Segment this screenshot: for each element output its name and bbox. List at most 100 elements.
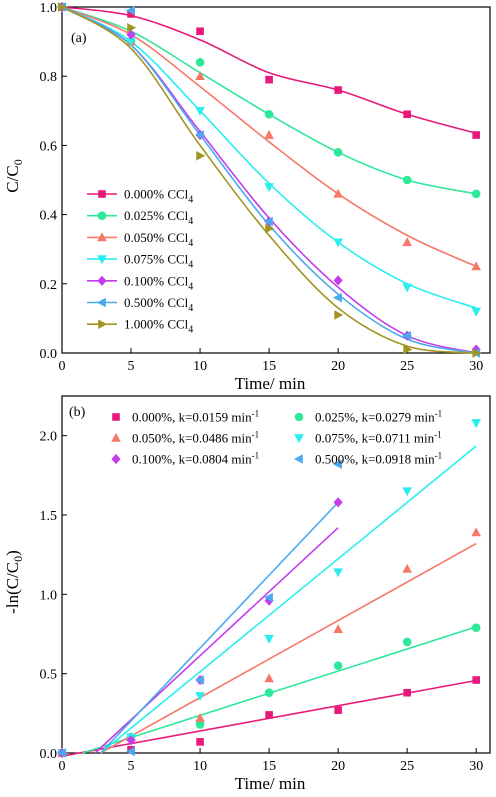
panel-b-legend-marker-0-500-k-0-0918-min bbox=[293, 454, 303, 464]
panel-a-point-0-100-ccl4-1 bbox=[126, 29, 136, 40]
panel-b-legend-marker-0-025-k-0-0279-min bbox=[294, 412, 304, 422]
panel-a-point-0-000-ccl4-1 bbox=[127, 10, 135, 18]
panel-b-point-0-050-k-0-0486-min-6 bbox=[471, 527, 481, 537]
panel-b-point-0-050-k-0-0486-min-2 bbox=[195, 712, 205, 722]
panel-b-y-axis-title-sub: 0 bbox=[11, 556, 25, 562]
panel-a-point-0-500-ccl4-1 bbox=[125, 5, 135, 16]
panel-a-legend-label-0-100-ccl4: 0.100% CCl4 bbox=[124, 273, 193, 292]
panel-a-x-tick-label-3: 15 bbox=[262, 359, 276, 374]
panel-b-point-0-500-k-0-0918-min-0 bbox=[56, 748, 66, 758]
panel-b-label: (b) bbox=[69, 405, 86, 420]
panel-a-point-1-000-ccl4-1 bbox=[127, 22, 137, 33]
panel-b-legend-label-0-025-k-0-0279-min: 0.025%, k=0.0279 min-1 bbox=[315, 409, 442, 425]
panel-a-y-tick-label-1: 0.2 bbox=[40, 278, 58, 293]
panel-a-point-0-100-ccl4-4 bbox=[333, 275, 343, 286]
panel-a-x-tick-label-4: 20 bbox=[331, 359, 345, 374]
panel-a-point-0-025-ccl4-4 bbox=[333, 148, 343, 157]
panel-b-x-tick-label-2: 10 bbox=[193, 759, 207, 774]
panel-b-point-0-100-k-0-0804-min-4 bbox=[333, 497, 343, 508]
panel-b-legend-label-0-075-k-0-0711-min: 0.075%, k=0.0711 min-1 bbox=[315, 430, 442, 446]
panel-b-x-tick-label-6: 30 bbox=[469, 759, 483, 774]
panel-b-legend-label-0-000-k-0-0159-min: 0.000%, k=0.0159 min-1 bbox=[132, 409, 259, 425]
panel-b-point-0-100-k-0-0804-min-1 bbox=[126, 735, 136, 746]
panel-a-point-0-075-ccl4-3 bbox=[264, 183, 274, 193]
panel-a-point-1-000-ccl4-3 bbox=[265, 223, 275, 234]
panel-b-legend-marker-0-000-k-0-0159-min bbox=[112, 413, 120, 421]
panel-b-legend: 0.000%, k=0.0159 min-1 0.025%, k=0.0279 m… bbox=[111, 409, 442, 467]
panel-b-legend-label-0-500-k-0-0918-min: 0.500%, k=0.0918 min-1 bbox=[315, 451, 442, 467]
panel-a-point-0-025-ccl4-6 bbox=[471, 189, 481, 199]
panel-b-point-0-025-k-0-0279-min-3 bbox=[264, 688, 274, 698]
panel-a-point-0-025-ccl4-3 bbox=[264, 109, 274, 119]
panel-a-point-1-000-ccl4-4 bbox=[334, 310, 344, 320]
panel-b-x-tick-label-1: 5 bbox=[128, 759, 135, 774]
panel-b-fit-lines bbox=[61, 445, 477, 757]
panel-b-point-0-000-k-0-0159-min-2 bbox=[196, 738, 204, 746]
panel-a-point-0-075-ccl4-4 bbox=[333, 238, 343, 248]
panel-b-point-0-075-k-0-0711-min-6 bbox=[471, 419, 481, 429]
panel-b-point-0-025-k-0-0279-min-6 bbox=[471, 623, 481, 632]
panel-b-legend-label-0-100-k-0-0804-min: 0.100%, k=0.0804 min-1 bbox=[132, 451, 259, 467]
panel-a-point-0-050-ccl4-5 bbox=[402, 237, 412, 247]
panel-a-point-0-050-ccl4-3 bbox=[264, 129, 274, 139]
panel-a-point-0-075-ccl4-2 bbox=[195, 107, 205, 116]
panel-b-fit-line-0-050-k-0-0486-min bbox=[100, 542, 477, 754]
panel-a-point-0-025-ccl4-2 bbox=[195, 58, 205, 67]
panel-b-y-tick-label-4: 2.0 bbox=[40, 430, 58, 445]
panel-b-point-0-075-k-0-0711-min-4 bbox=[333, 568, 343, 578]
panel-a-legend-marker-0-050-ccl4 bbox=[97, 232, 107, 242]
panel-a-data-points bbox=[56, 1, 482, 358]
panel-b-x-tick-label-0: 0 bbox=[59, 759, 66, 774]
panel-b-point-0-075-k-0-0711-min-5 bbox=[402, 487, 412, 497]
panel-b-x-tick-label-5: 25 bbox=[400, 759, 414, 774]
panel-a-point-0-050-ccl4-6 bbox=[471, 261, 481, 271]
panel-b: (b) Time/ min -ln(C/C0) 0 5 10 15 20 25 300.00… bbox=[3, 395, 491, 793]
panel-a-y-tick-label-3: 0.6 bbox=[40, 139, 58, 154]
panel-a-x-tick-label-6: 30 bbox=[469, 359, 483, 374]
panel-a-point-0-000-ccl4-5 bbox=[403, 110, 411, 119]
panel-a-legend-label-0-500-ccl4: 0.500% CCl4 bbox=[124, 295, 193, 314]
panel-a-x-axis-title: Time/ min bbox=[235, 374, 306, 393]
panel-b-y-tick-label-3: 1.5 bbox=[40, 509, 58, 524]
panel-a-point-0-500-ccl4-4 bbox=[333, 292, 342, 303]
panel-a-legend-marker-0-075-ccl4 bbox=[97, 255, 107, 265]
panel-b-ticks: 0 5 10 15 20 25 30 0.0 0.5 1.0 1.5 2.0 bbox=[40, 430, 484, 774]
panel-b-point-0-025-k-0-0279-min-2 bbox=[195, 720, 205, 729]
panel-a-point-0-000-ccl4-2 bbox=[196, 27, 204, 36]
panel-b-point-0-100-k-0-0804-min-3 bbox=[264, 595, 274, 606]
panel-a-legend: 0.000% CCl4 0.025% CCl4 0.050% CCl4 0.075% … bbox=[87, 187, 193, 336]
panel-a-point-0-075-ccl4-6 bbox=[471, 307, 481, 317]
panel-b-point-0-050-k-0-0486-min-3 bbox=[264, 673, 274, 683]
panel-b-point-0-075-k-0-0711-min-3 bbox=[264, 634, 274, 644]
panel-a-y-tick-label-2: 0.4 bbox=[40, 209, 58, 224]
panel-a-legend-label-0-050-ccl4: 0.050% CCl4 bbox=[124, 230, 193, 249]
panel-a-point-1-000-ccl4-2 bbox=[196, 150, 206, 161]
panel-a-y-tick-label-4: 0.8 bbox=[40, 70, 58, 85]
panel-b-point-0-500-k-0-0918-min-4 bbox=[333, 459, 342, 470]
panel-a-ticks: 0 5 10 15 20 25 30 0.0 0.2 0.4 0.6 0.8 1.0 bbox=[40, 1, 484, 374]
panel-a-point-0-000-ccl4-4 bbox=[334, 86, 342, 94]
panel-a-point-0-000-ccl4-3 bbox=[265, 75, 273, 84]
panel-a-y-tick-label-5: 1.0 bbox=[40, 1, 58, 16]
panel-a-frame bbox=[61, 6, 491, 354]
panel-b-legend-label-0-050-k-0-0486-min: 0.050%, k=0.0486 min-1 bbox=[132, 430, 259, 446]
panel-a-legend-marker-0-100-ccl4 bbox=[97, 275, 107, 286]
panel-a-x-tick-label-2: 10 bbox=[193, 359, 207, 374]
panel-b-y-axis-title: -ln(C/C0) bbox=[3, 550, 25, 614]
panel-a-point-0-075-ccl4-1 bbox=[126, 37, 136, 47]
panel-b-y-tick-label-1: 0.5 bbox=[40, 668, 58, 683]
panel-a: (a) Time/ min C/C0 0 5 10 15 20 25 300.00.20.4… bbox=[3, 1, 491, 393]
panel-a-legend-marker-0-000-ccl4 bbox=[98, 190, 106, 198]
panel-a-legend-marker-0-025-ccl4 bbox=[97, 211, 107, 220]
panel-b-point-0-500-k-0-0918-min-3 bbox=[263, 592, 273, 603]
panel-b-point-0-000-k-0-0159-min-5 bbox=[403, 688, 411, 697]
panel-b-point-0-500-k-0-0918-min-2 bbox=[194, 675, 204, 685]
panel-b-legend-marker-0-050-k-0-0486-min bbox=[111, 432, 121, 442]
panel-a-x-tick-label-0: 0 bbox=[59, 359, 66, 374]
panel-b-point-0-050-k-0-0486-min-5 bbox=[402, 563, 412, 573]
panel-b-legend-marker-0-100-k-0-0804-min bbox=[111, 453, 121, 465]
panel-a-point-1-000-ccl4-5 bbox=[403, 344, 413, 355]
panel-a-point-0-050-ccl4-2 bbox=[195, 71, 205, 80]
panel-a-point-0-050-ccl4-4 bbox=[333, 188, 343, 198]
